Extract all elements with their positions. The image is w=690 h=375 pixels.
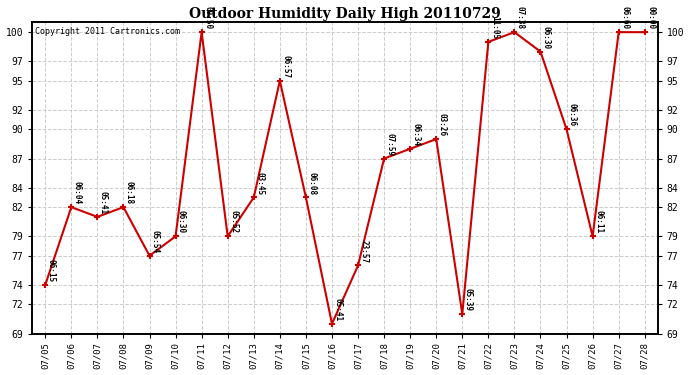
Text: 09:50: 09:50	[203, 6, 212, 29]
Text: 06:60: 06:60	[620, 6, 629, 29]
Text: 03:26: 03:26	[437, 113, 446, 136]
Text: 06:57: 06:57	[282, 55, 290, 78]
Text: 05:39: 05:39	[464, 288, 473, 311]
Text: 07:38: 07:38	[516, 6, 525, 29]
Text: 06:08: 06:08	[307, 171, 316, 195]
Text: 06:15: 06:15	[47, 259, 56, 282]
Text: 06:30: 06:30	[542, 26, 551, 49]
Text: 06:04: 06:04	[72, 181, 81, 204]
Text: 00:00: 00:00	[646, 6, 655, 29]
Text: 05:54: 05:54	[151, 230, 160, 253]
Text: 06:36: 06:36	[568, 104, 577, 127]
Title: Outdoor Humidity Daily High 20110729: Outdoor Humidity Daily High 20110729	[189, 7, 501, 21]
Text: 05:41: 05:41	[99, 191, 108, 214]
Text: 06:34: 06:34	[411, 123, 420, 146]
Text: 11:05: 11:05	[490, 16, 499, 39]
Text: 06:11: 06:11	[594, 210, 603, 234]
Text: 05:52: 05:52	[229, 210, 238, 234]
Text: 23:57: 23:57	[359, 240, 368, 263]
Text: 06:18: 06:18	[125, 181, 134, 204]
Text: 05:41: 05:41	[333, 298, 342, 321]
Text: 07:59: 07:59	[386, 133, 395, 156]
Text: Copyright 2011 Cartronics.com: Copyright 2011 Cartronics.com	[35, 27, 180, 36]
Text: 03:45: 03:45	[255, 171, 264, 195]
Text: 06:30: 06:30	[177, 210, 186, 234]
